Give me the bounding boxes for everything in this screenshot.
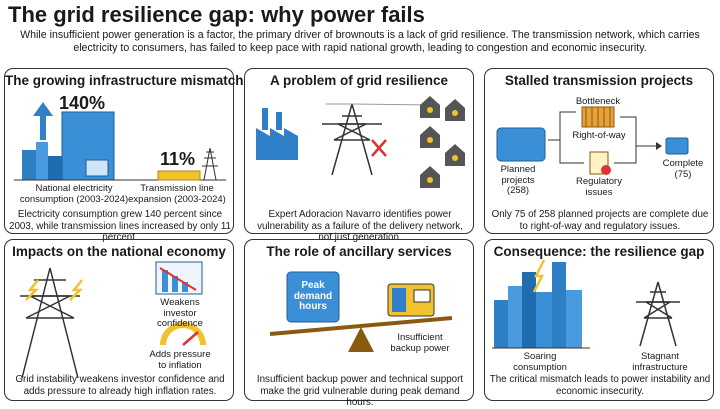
label: Soaring consumption bbox=[513, 351, 567, 373]
panel-title: Consequence: the resilience gap bbox=[493, 244, 705, 259]
label: Regulatory issues bbox=[576, 176, 622, 198]
label: Peak demand hours bbox=[293, 280, 333, 312]
panel: The role of ancillary services Peak dema… bbox=[244, 239, 474, 408]
label: Planned projects (258) bbox=[500, 164, 536, 196]
panel-title: Stalled transmission projects bbox=[504, 73, 694, 88]
panel-title: A problem of grid resilience bbox=[269, 73, 449, 88]
caption: The critical mismatch leads to power ins… bbox=[489, 374, 711, 397]
panel: Impacts on the national economy Weakens … bbox=[4, 239, 234, 401]
label: Stagnant infrastructure bbox=[632, 351, 688, 373]
title: The grid resilience gap: why power fails bbox=[8, 2, 425, 27]
caption: Only 75 of 258 planned projects are comp… bbox=[491, 209, 709, 232]
economy-icons bbox=[20, 261, 206, 379]
caption: Electricity consumption grew 140 percent… bbox=[9, 209, 231, 243]
panel-title: The role of ancillary services bbox=[266, 244, 452, 259]
label: Transmission line expansion (2003-2024) bbox=[128, 183, 226, 205]
panel: Stalled transmission projects Bottleneck… bbox=[484, 68, 714, 234]
label: Right-of-way bbox=[572, 130, 626, 141]
label: Insufficient backup power bbox=[390, 332, 450, 354]
panel-title: The growing infrastructure mismatch bbox=[5, 73, 244, 88]
panel-title: Impacts on the national economy bbox=[12, 244, 226, 259]
grid-icons bbox=[256, 96, 465, 188]
stat: 11% bbox=[160, 149, 196, 169]
label: National electricity consumption (2003-2… bbox=[19, 183, 129, 205]
panel: The growing infrastructure mismatch 140%… bbox=[4, 68, 244, 243]
label: Adds pressure to inflation bbox=[149, 349, 211, 371]
caption: Expert Adoracion Navarro identifies powe… bbox=[257, 209, 463, 243]
subtitle: While insufficient power generation is a… bbox=[20, 29, 700, 54]
gap-icons bbox=[492, 259, 680, 349]
label: Complete (75) bbox=[662, 158, 704, 180]
panel: Consequence: the resilience gap Soaring … bbox=[484, 239, 714, 401]
panel: A problem of grid resilience Expert Ador… bbox=[244, 68, 474, 243]
label: Weakens investor confidence bbox=[157, 297, 203, 329]
mismatch-icons bbox=[14, 102, 226, 181]
label: Bottleneck bbox=[575, 96, 621, 107]
caption: Grid instability weakens investor confid… bbox=[15, 374, 225, 397]
caption: Insufficient backup power and technical … bbox=[256, 374, 464, 408]
stat: 140% bbox=[59, 93, 106, 113]
projects-icons bbox=[496, 106, 689, 175]
ancillary-icons bbox=[269, 271, 453, 352]
